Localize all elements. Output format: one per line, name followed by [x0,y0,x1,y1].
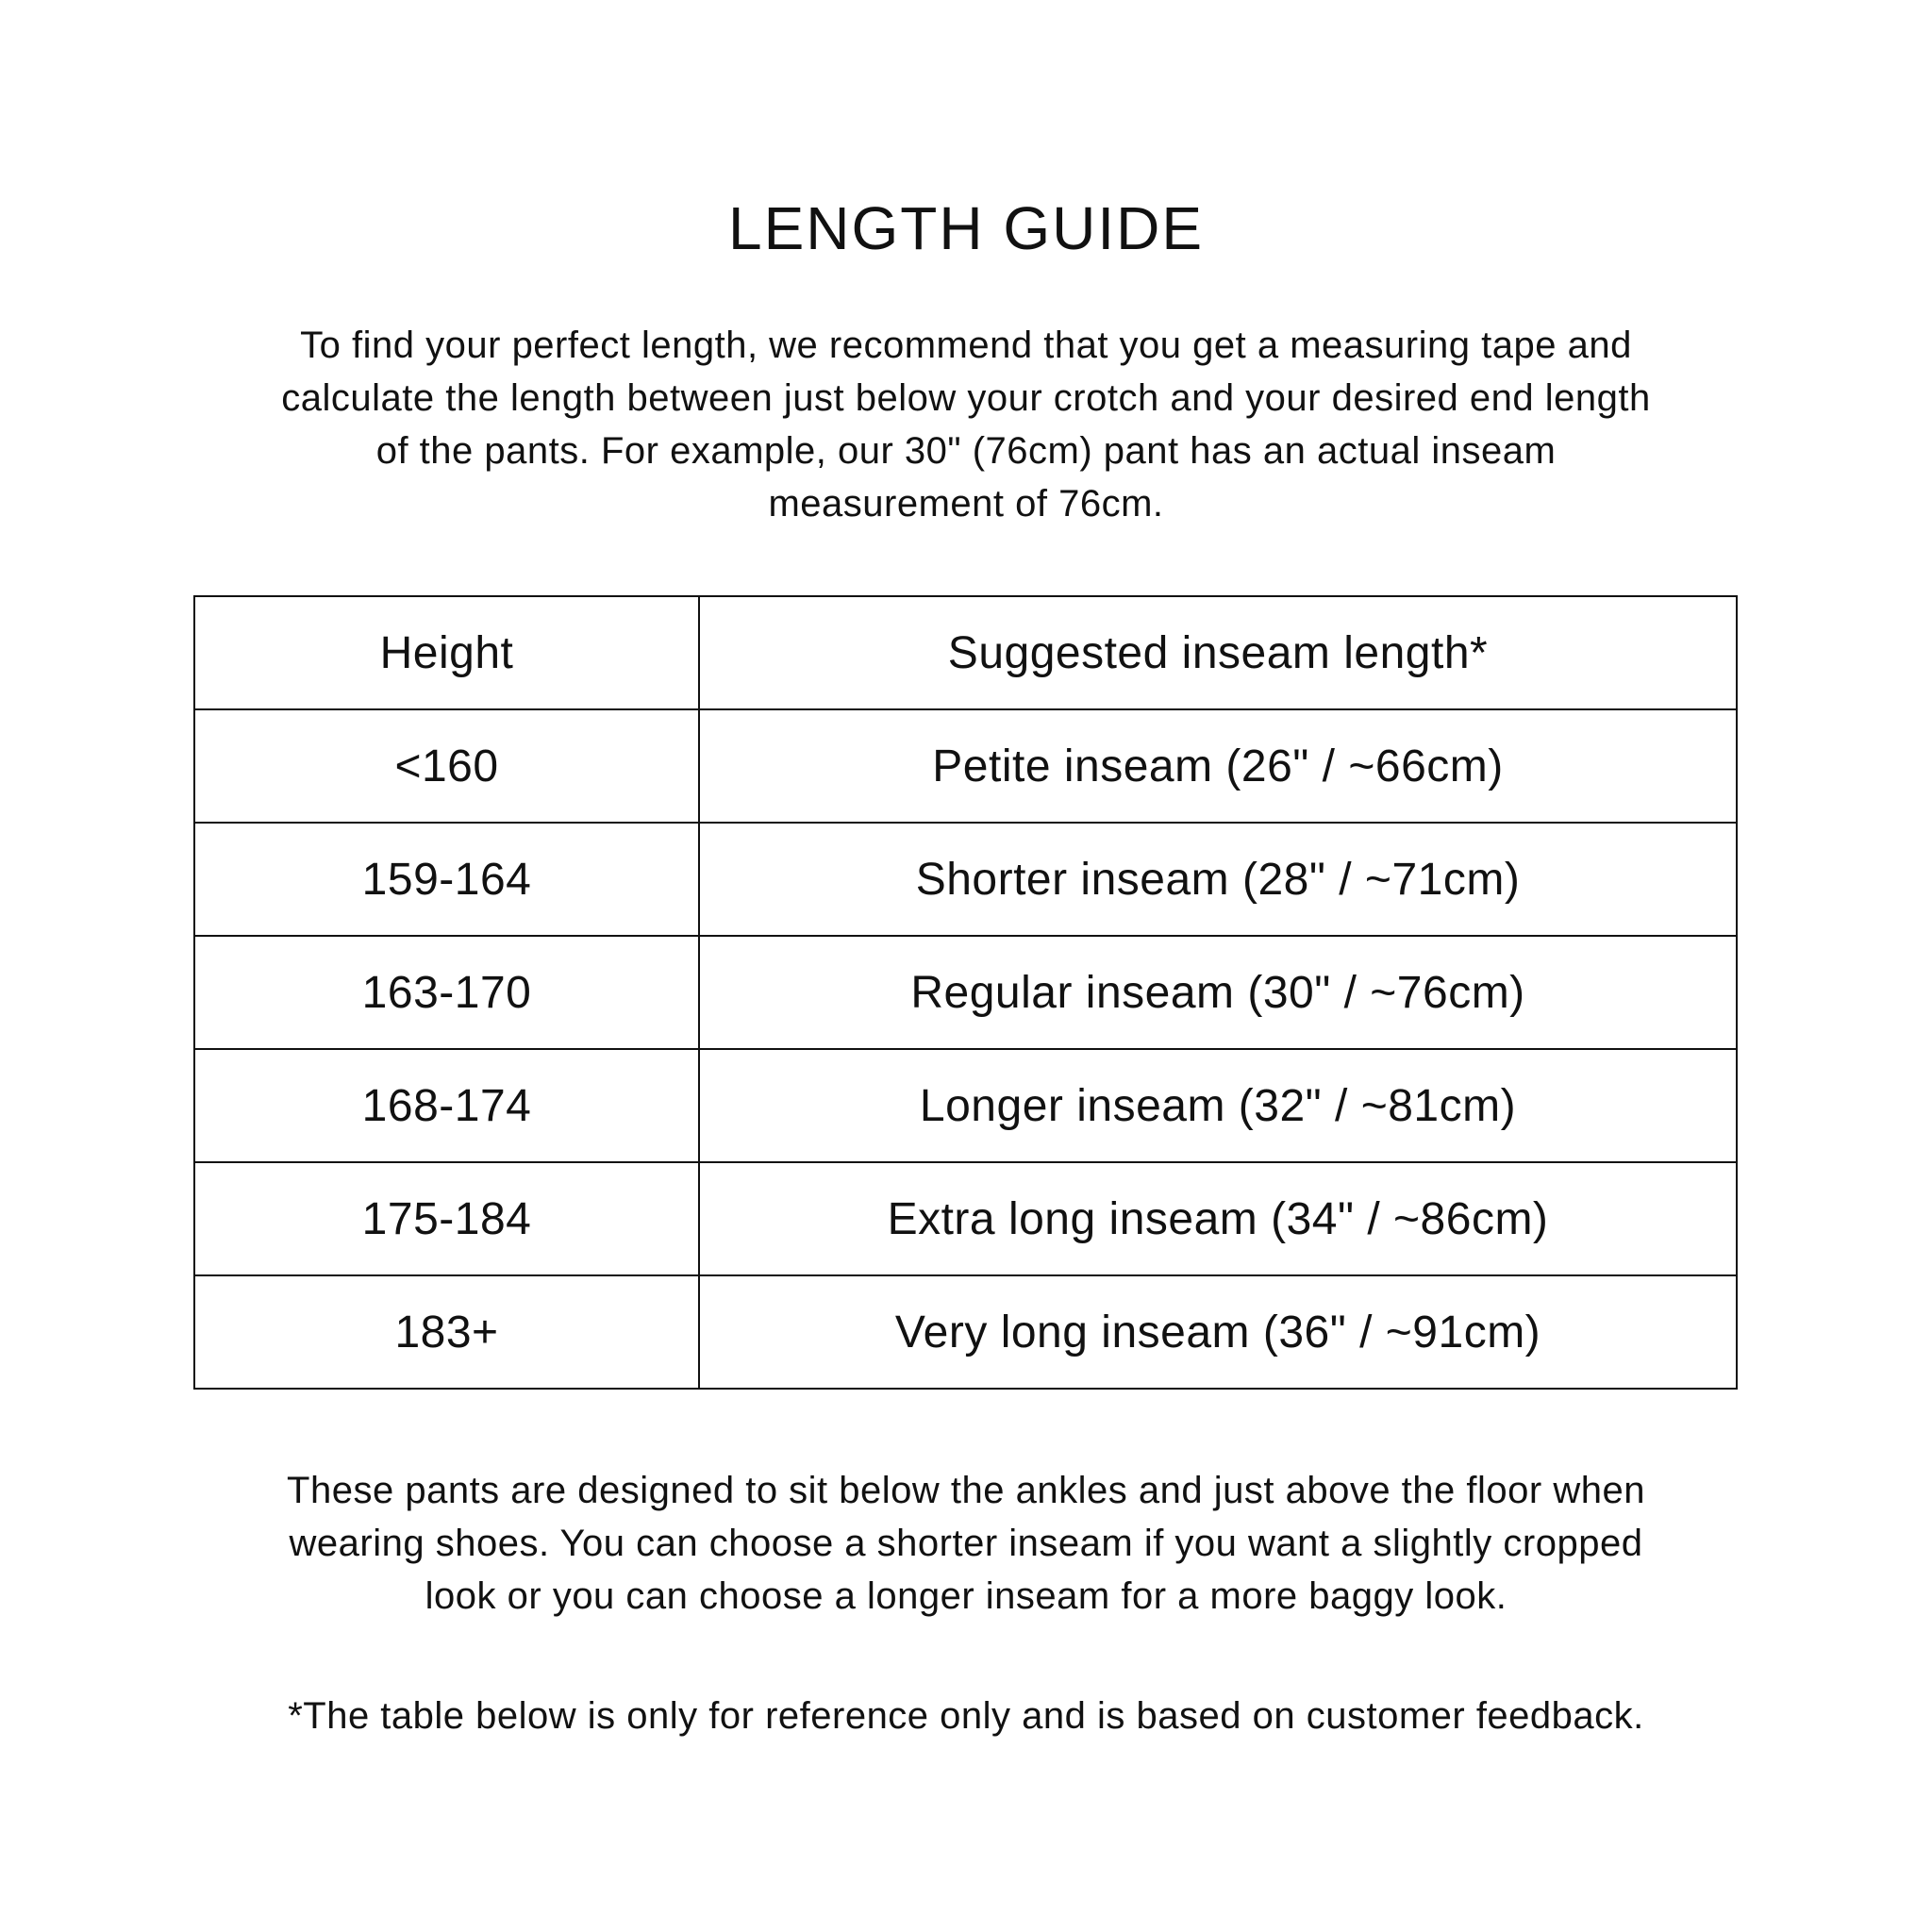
table-row: 163-170 Regular inseam (30" / ~76cm) [193,935,1738,1050]
length-table: Height Suggested inseam length* <160 Peti… [193,595,1738,1390]
table-row: 159-164 Shorter inseam (28" / ~71cm) [193,822,1738,937]
table-row: 168-174 Longer inseam (32" / ~81cm) [193,1048,1738,1163]
intro-paragraph: To find your perfect length, we recommen… [0,319,1932,530]
footnote: *The table below is only for reference o… [0,1690,1932,1742]
inseam-cell: Longer inseam (32" / ~81cm) [698,1048,1738,1163]
outro-line: wearing shoes. You can choose a shorter … [289,1523,1643,1564]
intro-line: calculate the length between just below … [281,377,1651,419]
header-height: Height [193,595,700,710]
intro-line: of the pants. For example, our 30" (76cm… [375,430,1557,472]
footnote-text: *The table below is only for reference o… [288,1695,1644,1737]
inseam-cell: Petite inseam (26" / ~66cm) [698,708,1738,824]
outro-line: These pants are designed to sit below th… [287,1470,1645,1511]
height-cell: 159-164 [193,822,700,937]
intro-line: measurement of 76cm. [768,483,1164,525]
height-cell: 168-174 [193,1048,700,1163]
height-cell: 163-170 [193,935,700,1050]
height-cell: 183+ [193,1274,700,1390]
header-inseam: Suggested inseam length* [698,595,1738,710]
inseam-cell: Very long inseam (36" / ~91cm) [698,1274,1738,1390]
page-title: LENGTH GUIDE [727,194,1205,262]
intro-line: To find your perfect length, we recommen… [300,325,1632,366]
outro-paragraph: These pants are designed to sit below th… [0,1464,1932,1623]
inseam-cell: Shorter inseam (28" / ~71cm) [698,822,1738,937]
table-header-row: Height Suggested inseam length* [193,595,1738,710]
height-cell: 175-184 [193,1161,700,1276]
inseam-cell: Extra long inseam (34" / ~86cm) [698,1161,1738,1276]
table-row: <160 Petite inseam (26" / ~66cm) [193,708,1738,824]
inseam-cell: Regular inseam (30" / ~76cm) [698,935,1738,1050]
table-row: 175-184 Extra long inseam (34" / ~86cm) [193,1161,1738,1276]
outro-line: look or you can choose a longer inseam f… [425,1575,1507,1617]
height-cell: <160 [193,708,700,824]
table-row: 183+ Very long inseam (36" / ~91cm) [193,1274,1738,1390]
